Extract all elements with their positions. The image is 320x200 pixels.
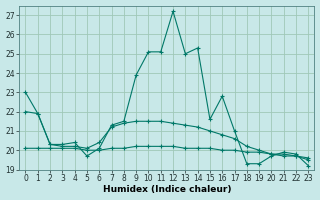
X-axis label: Humidex (Indice chaleur): Humidex (Indice chaleur) — [103, 185, 231, 194]
